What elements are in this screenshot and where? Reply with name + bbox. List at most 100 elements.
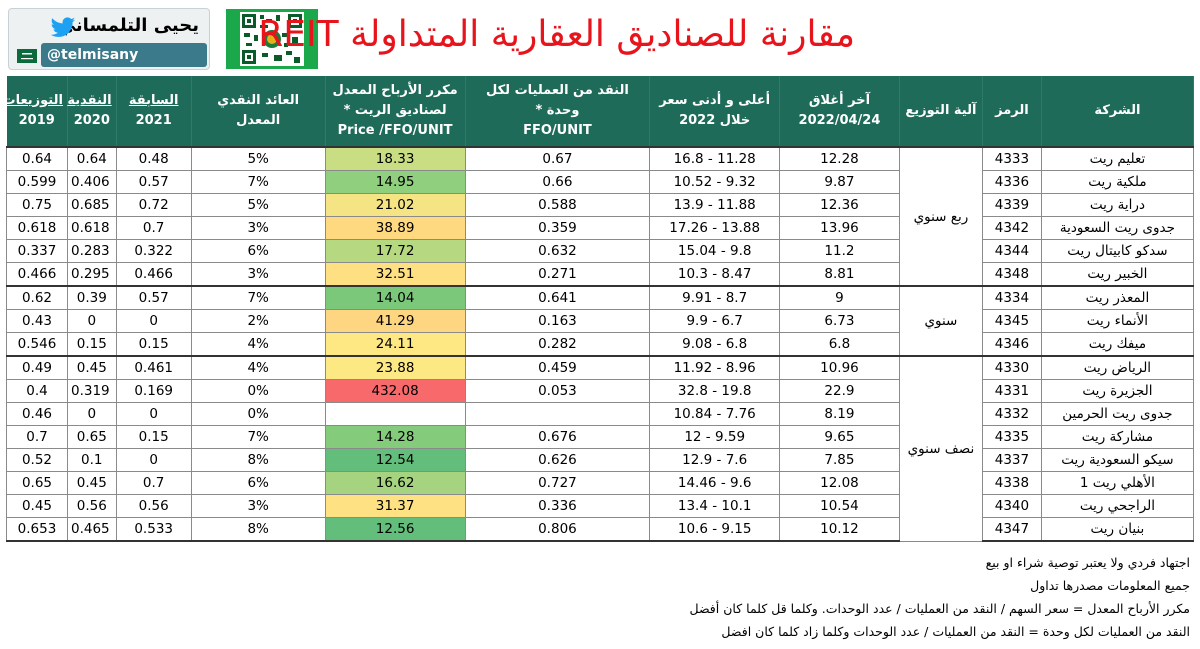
dist-2019-cell: 0.4: [6, 379, 68, 403]
col-range: أعلى و أدنى سعر خلال 2022: [649, 76, 781, 147]
col-range-line1: أعلى و أدنى سعر: [659, 93, 771, 108]
company-cell: الرياض ريت: [1040, 355, 1195, 380]
dist-2019-cell: 0.75: [6, 193, 68, 217]
table-row: بنيان ريت 4347 10.12 9.15 - 10.6 0.806 12.56 8…: [6, 517, 1195, 542]
header-row: الشركة الرمز آلية التوزيع آخر أغلاق 2022…: [3, 76, 1195, 147]
dist-2020-cell: 0.39: [66, 285, 117, 310]
dist-2020-cell: 0.618: [66, 216, 117, 240]
pffo-cell: 14.04: [324, 285, 466, 310]
price-range-cell: 7.76 - 10.84: [649, 402, 781, 426]
company-cell: دراية ريت: [1040, 193, 1195, 217]
price-range-cell: 13.88 - 17.26: [649, 216, 781, 240]
price-range-cell: 9.15 - 10.6: [649, 517, 781, 542]
dist-2021-cell: 0.57: [115, 285, 192, 310]
dist-2019-cell: 0.466: [6, 262, 68, 287]
pffo-cell: 12.54: [324, 448, 466, 472]
ffo-cell: 0.676: [464, 425, 651, 449]
col-pffo: مكرر الأرباح المعدل لصناديق الريت * Pric…: [325, 76, 466, 147]
distribution-group-cell: نصف سنوي: [898, 355, 984, 542]
col-2021-label: السابقة: [128, 93, 179, 108]
dist-2019-cell: 0.45: [6, 494, 68, 518]
yield-cell: 3%: [190, 262, 326, 287]
col-ffo: النقد من العمليات لكل وحدة * FFO/UNIT: [465, 76, 651, 147]
company-cell: الراجحي ريت: [1040, 494, 1195, 518]
ffo-cell: 0.359: [464, 216, 651, 240]
dist-2019-cell: 0.64: [6, 146, 68, 171]
yield-cell: 7%: [190, 285, 326, 310]
code-cell: 4332: [982, 402, 1042, 426]
price-range-cell: 6.8 - 9.08: [649, 332, 781, 357]
dist-2021-cell: 0: [115, 309, 192, 333]
code-cell: 4345: [982, 309, 1042, 333]
pffo-cell: 21.02: [324, 193, 466, 217]
dist-2021-cell: 0: [115, 448, 192, 472]
last-close-cell: 22.9: [779, 379, 900, 403]
ffo-cell: 0.727: [464, 471, 651, 495]
dist-2021-cell: 0.56: [115, 494, 192, 518]
author-handle[interactable]: @telmisany: [41, 43, 207, 67]
table-row: الخبير ريت 4348 8.81 8.47 - 10.3 0.271 32.51 3…: [6, 262, 1195, 287]
ffo-cell: 0.163: [464, 309, 651, 333]
dist-2020-cell: 0.295: [66, 262, 117, 287]
company-cell: المعذر ريت: [1040, 285, 1195, 310]
pffo-cell: 31.37: [324, 494, 466, 518]
pffo-cell: 16.62: [324, 471, 466, 495]
col-ffo-line2: FFO/UNIT: [523, 123, 592, 138]
page-title: مقارنة للصناديق العقارية المتداولة REIT: [258, 14, 855, 55]
yield-cell: 6%: [190, 471, 326, 495]
dist-2020-cell: 0.15: [66, 332, 117, 357]
dist-2019-cell: 0.599: [6, 170, 68, 194]
yield-cell: 3%: [190, 216, 326, 240]
company-cell: مشاركة ريت: [1040, 425, 1195, 449]
dist-2019-cell: 0.7: [6, 425, 68, 449]
last-close-cell: 9: [779, 285, 900, 310]
dist-2021-cell: 0.169: [115, 379, 192, 403]
code-cell: 4336: [982, 170, 1042, 194]
dist-2021-cell: 0.461: [115, 355, 192, 380]
dist-2021-cell: 0.533: [115, 517, 192, 542]
dist-2020-cell: 0: [66, 402, 117, 426]
price-range-cell: 8.47 - 10.3: [649, 262, 781, 287]
price-range-cell: 19.8 - 32.8: [649, 379, 781, 403]
author-card[interactable]: يحيى التلمساني @telmisany: [8, 8, 210, 70]
distribution-group-cell: ربع سنوي: [898, 146, 984, 287]
dist-2019-cell: 0.653: [6, 517, 68, 542]
col-last-close: آخر أغلاق 2022/04/24: [779, 76, 900, 147]
price-range-cell: 9.32 - 10.52: [649, 170, 781, 194]
author-name: يحيى التلمساني: [57, 15, 199, 36]
col-yield-line1: العائد النقدي: [217, 93, 300, 108]
twitter-bird-icon: [50, 17, 76, 37]
price-range-cell: 10.1 - 13.4: [649, 494, 781, 518]
saudi-flag-icon: [17, 49, 37, 63]
dist-2021-cell: 0.72: [115, 193, 192, 217]
pffo-cell: 24.11: [324, 332, 466, 357]
code-cell: 4339: [982, 193, 1042, 217]
col-2021: السابقة 2021: [116, 76, 192, 147]
table-body: تعليم ريت 4333 ربع سنوي 12.28 11.28 - 16.8 0.…: [6, 146, 1195, 542]
table-row: الراجحي ريت 4340 10.54 10.1 - 13.4 0.336 31.3…: [6, 494, 1195, 518]
dist-2019-cell: 0.618: [6, 216, 68, 240]
last-close-cell: 9.65: [779, 425, 900, 449]
dist-2019-cell: 0.546: [6, 332, 68, 357]
dist-2021-cell: 0.7: [115, 471, 192, 495]
pffo-cell: 12.56: [324, 517, 466, 542]
ffo-cell: [464, 402, 651, 426]
dist-2021-cell: 0.48: [115, 146, 192, 171]
col-yield: العائد النقدي المعدل: [191, 76, 326, 147]
company-cell: جدوى ريت السعودية: [1040, 216, 1195, 240]
price-range-cell: 9.59 - 12: [649, 425, 781, 449]
pffo-cell: [324, 402, 466, 426]
pffo-cell: 17.72: [324, 239, 466, 263]
yield-cell: 0%: [190, 379, 326, 403]
dist-2019-cell: 0.337: [6, 239, 68, 263]
yield-cell: 8%: [190, 448, 326, 472]
col-pffo-line2: لصناديق الريت *: [343, 103, 447, 118]
table-row: مشاركة ريت 4335 9.65 9.59 - 12 0.676 14.28 7% 0…: [6, 425, 1195, 449]
dist-2021-cell: 0.7: [115, 216, 192, 240]
last-close-cell: 7.85: [779, 448, 900, 472]
ffo-cell: 0.67: [464, 146, 651, 171]
pffo-cell: 32.51: [324, 262, 466, 287]
last-close-cell: 12.28: [779, 146, 900, 171]
code-cell: 4344: [982, 239, 1042, 263]
code-cell: 4335: [982, 425, 1042, 449]
